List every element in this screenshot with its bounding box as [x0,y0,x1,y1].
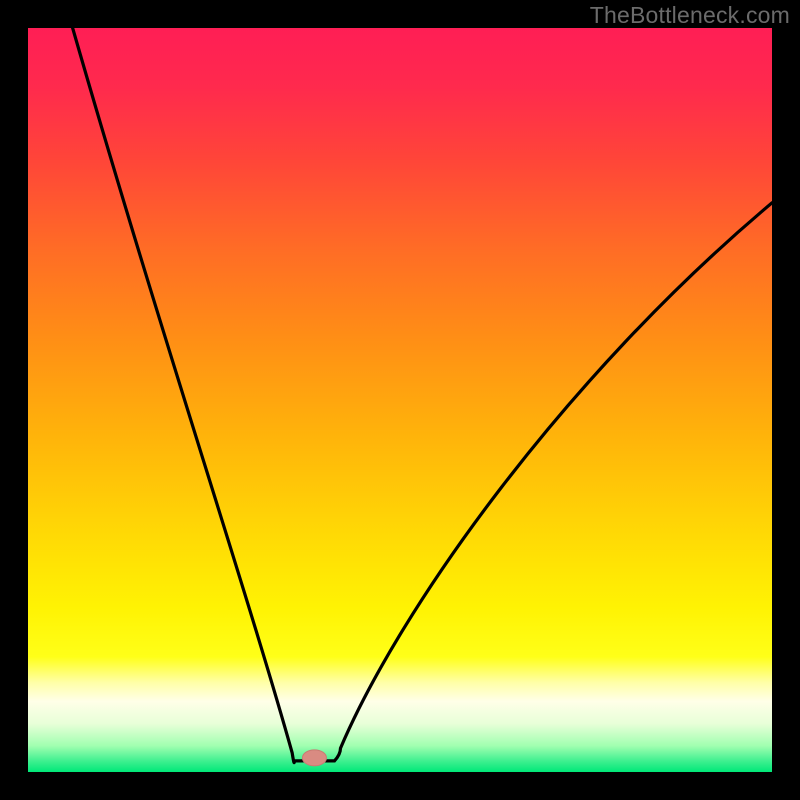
optimal-point-marker [302,750,326,766]
bottleneck-chart [0,0,800,800]
gradient-background [28,28,772,772]
watermark-text: TheBottleneck.com [590,2,790,29]
